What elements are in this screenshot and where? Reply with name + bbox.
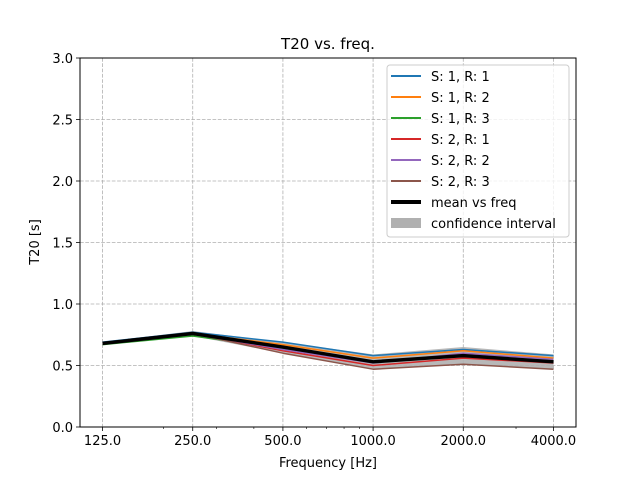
y-tick-label: 0.0 <box>52 421 73 436</box>
x-tick-label: 4000.0 <box>531 434 577 449</box>
y-axis-ticks: 0.0 0.5 1.0 1.5 2.0 2.5 3.0 <box>52 52 80 436</box>
legend-label: S: 2, R: 1 <box>431 133 490 148</box>
x-tick-label: 1000.0 <box>350 434 396 449</box>
y-tick-label: 1.5 <box>52 237 73 252</box>
legend-label-ci: confidence interval <box>431 217 556 232</box>
x-axis-label: Frequency [Hz] <box>279 456 377 471</box>
y-tick-label: 2.0 <box>52 175 73 190</box>
x-tick-label: 125.0 <box>84 434 121 449</box>
y-tick-label: 0.5 <box>52 360 73 375</box>
y-tick-label: 2.5 <box>52 114 73 129</box>
legend-label: S: 1, R: 3 <box>431 112 490 127</box>
legend-label: S: 1, R: 2 <box>431 91 490 106</box>
y-tick-label: 1.0 <box>52 298 73 313</box>
x-axis-ticks: 125.0 250.0 500.0 1000.0 2000.0 4000.0 <box>84 427 576 449</box>
y-axis-label: T20 [s] <box>28 219 43 266</box>
legend: S: 1, R: 1 S: 1, R: 2 S: 1, R: 3 S: 2, R: 1… <box>386 64 570 238</box>
legend-swatch-ci <box>391 218 421 228</box>
legend-frame <box>386 64 570 238</box>
x-tick-label: 500.0 <box>264 434 301 449</box>
mean-line <box>102 331 554 364</box>
x-tick-label: 250.0 <box>174 434 211 449</box>
chart-title: T20 vs. freq. <box>280 35 375 53</box>
x-tick-label: 2000.0 <box>441 434 487 449</box>
legend-label: S: 2, R: 3 <box>431 175 490 190</box>
legend-label: S: 2, R: 2 <box>431 154 490 169</box>
legend-label: S: 1, R: 1 <box>431 70 490 85</box>
mean-layer <box>102 331 554 364</box>
legend-items: S: 1, R: 1 S: 1, R: 2 S: 1, R: 3 S: 2, R: 1… <box>391 70 556 232</box>
y-tick-label: 3.0 <box>52 52 73 67</box>
legend-label-mean: mean vs freq <box>431 196 516 211</box>
